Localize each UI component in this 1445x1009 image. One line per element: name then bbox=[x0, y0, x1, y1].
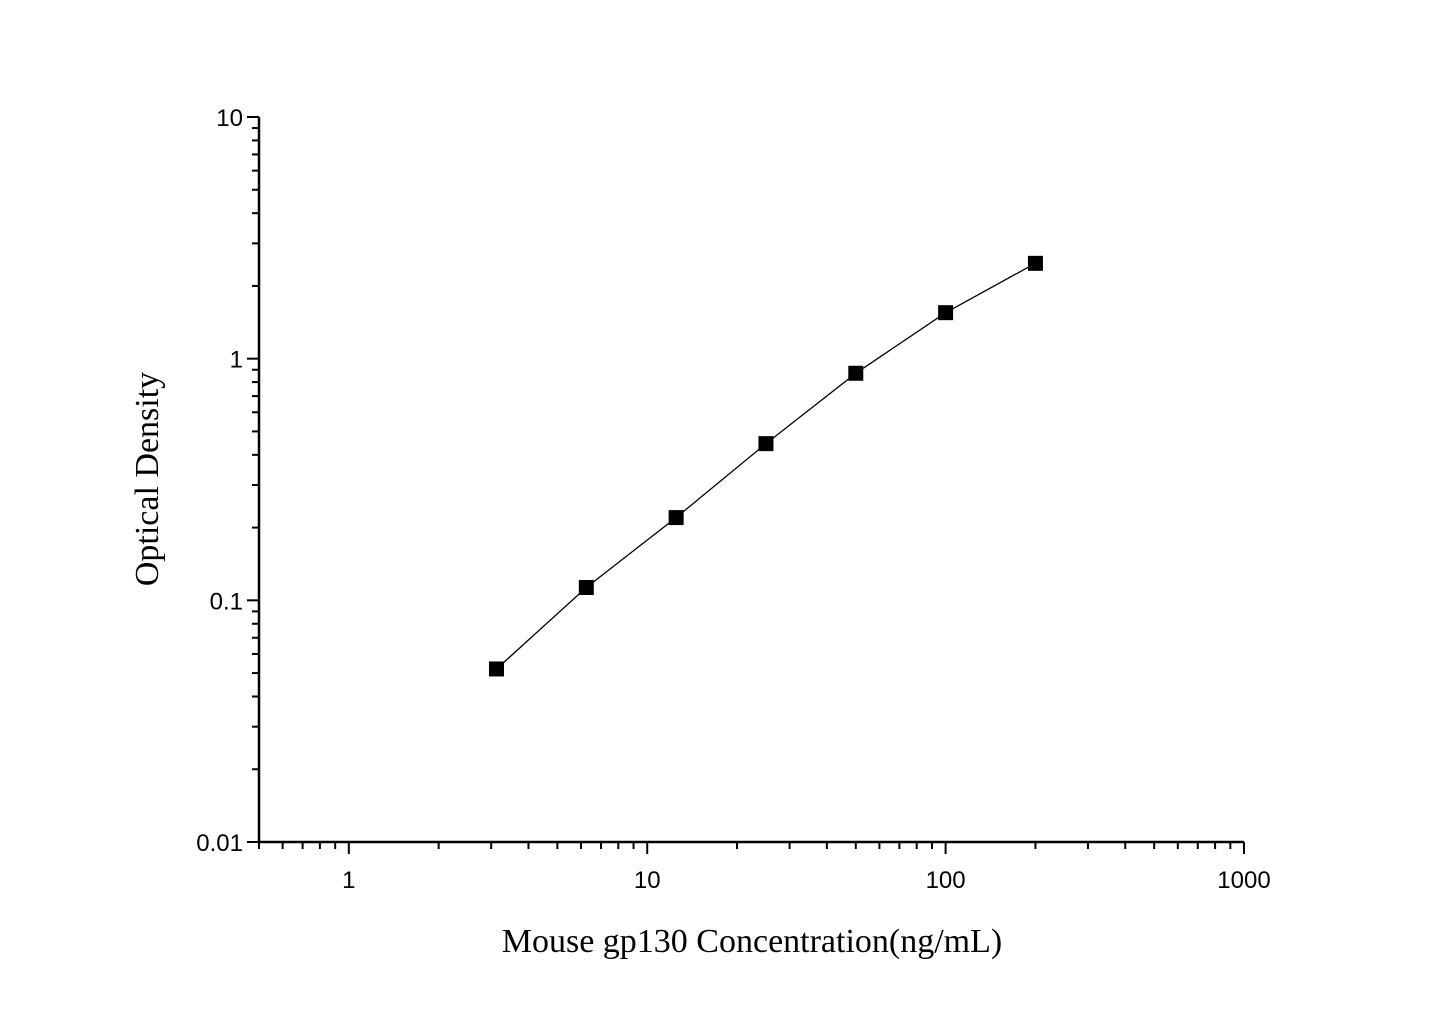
y-tick-label: 1 bbox=[230, 347, 243, 374]
y-tick-label: 0.01 bbox=[196, 830, 243, 857]
data-points bbox=[488, 255, 1043, 677]
data-point bbox=[938, 305, 954, 321]
y-tick-label: 0.1 bbox=[210, 588, 243, 615]
series-line-group bbox=[496, 262, 1036, 670]
data-point bbox=[668, 510, 684, 526]
series-line bbox=[496, 262, 1036, 670]
x-tick-label: 1 bbox=[342, 867, 355, 894]
axes bbox=[247, 116, 1245, 854]
data-point bbox=[758, 436, 774, 452]
data-point bbox=[488, 661, 504, 677]
x-tick-label: 1000 bbox=[1217, 867, 1270, 894]
y-tick-label: 10 bbox=[216, 105, 243, 132]
data-point bbox=[1027, 255, 1043, 271]
data-point bbox=[578, 580, 594, 596]
y-axis-label: Optical Density bbox=[129, 372, 166, 586]
tick-labels: 1 10 100 1000 0.01 0.1 1 10 bbox=[196, 105, 1270, 894]
data-point bbox=[848, 365, 864, 381]
x-tick-label: 10 bbox=[634, 867, 661, 894]
x-axis-label: Mouse gp130 Concentration(ng/mL) bbox=[502, 923, 1002, 960]
x-tick-label: 100 bbox=[926, 867, 966, 894]
